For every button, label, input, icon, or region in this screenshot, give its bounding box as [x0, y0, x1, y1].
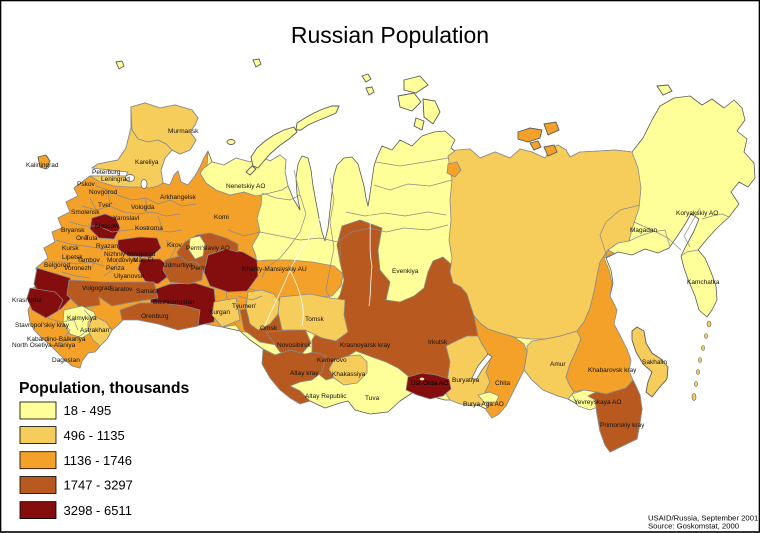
svg-text:Source: Goskomstat, 2000: Source: Goskomstat, 2000: [648, 522, 739, 531]
svg-text:Perm': Perm': [191, 265, 208, 272]
svg-text:Omsk: Omsk: [260, 325, 278, 332]
svg-text:Amur: Amur: [550, 361, 566, 368]
svg-text:Yaroslavl: Yaroslavl: [113, 215, 140, 222]
svg-text:Tomsk: Tomsk: [305, 316, 325, 323]
svg-text:Bryansk: Bryansk: [61, 227, 85, 234]
svg-text:Tambov: Tambov: [77, 257, 101, 264]
svg-text:Moscow: Moscow: [95, 223, 119, 230]
svg-text:Kemerovo: Kemerovo: [317, 357, 347, 364]
svg-text:Vologda: Vologda: [131, 204, 155, 211]
svg-text:Murmansk: Murmansk: [168, 128, 199, 135]
svg-text:Krasnodar: Krasnodar: [12, 297, 43, 304]
svg-text:Komi: Komi: [214, 214, 229, 221]
svg-text:Kaliningrad: Kaliningrad: [26, 162, 59, 169]
svg-text:Kareliya: Kareliya: [135, 159, 159, 166]
svg-text:Mari El: Mari El: [133, 257, 154, 264]
svg-text:Tver': Tver': [98, 202, 112, 209]
svg-text:Kirov: Kirov: [167, 242, 183, 249]
svg-text:Kabardino-Balkariya: Kabardino-Balkariya: [27, 336, 86, 343]
svg-text:Irkutsk: Irkutsk: [428, 339, 448, 346]
svg-text:Saratov: Saratov: [110, 286, 133, 293]
svg-text:Chita: Chita: [495, 380, 511, 387]
svg-text:Population, thousands: Population, thousands: [19, 380, 189, 397]
svg-text:Leningrad: Leningrad: [101, 176, 130, 183]
svg-text:Primorskiy kray: Primorskiy kray: [600, 422, 645, 429]
svg-text:Astrakhan': Astrakhan': [80, 327, 111, 334]
svg-text:Sakhalin: Sakhalin: [642, 359, 667, 366]
svg-text:Kostroma: Kostroma: [135, 225, 163, 232]
svg-text:Pskov: Pskov: [77, 181, 95, 188]
svg-text:Udmurtiya: Udmurtiya: [163, 262, 193, 269]
svg-text:Novgorod: Novgorod: [89, 189, 118, 196]
svg-text:USAID/Russia, September 2001: USAID/Russia, September 2001: [648, 514, 758, 523]
svg-text:Nizhniy Novgorod: Nizhniy Novgorod: [104, 251, 156, 258]
svg-text:Smolensk: Smolensk: [71, 209, 100, 216]
svg-text:1747 - 3297: 1747 - 3297: [64, 478, 133, 493]
svg-text:Kalmykiya: Kalmykiya: [67, 315, 97, 322]
svg-text:Belgorod: Belgorod: [44, 262, 70, 269]
svg-text:Orenburg: Orenburg: [141, 313, 169, 320]
svg-text:Samara: Samara: [136, 288, 159, 295]
svg-text:Ulyanovsk: Ulyanovsk: [114, 273, 145, 280]
svg-text:Ryazan': Ryazan': [96, 243, 119, 250]
svg-text:Krasnoyarsk kray: Krasnoyarsk kray: [340, 342, 391, 349]
svg-text:18 - 495: 18 - 495: [64, 403, 112, 418]
svg-text:Russian Population: Russian Population: [291, 22, 489, 48]
svg-text:496 - 1135: 496 - 1135: [64, 428, 125, 443]
svg-text:Magadan: Magadan: [630, 227, 657, 234]
svg-text:Voronezh: Voronezh: [64, 265, 92, 272]
svg-text:Novosibirsk: Novosibirsk: [277, 342, 311, 349]
svg-text:Penza: Penza: [106, 265, 125, 272]
svg-text:Volgograd: Volgograd: [82, 285, 112, 292]
svg-text:North Osetiya-Alaniya: North Osetiya-Alaniya: [12, 342, 76, 349]
svg-text:Mordoviya: Mordoviya: [107, 257, 137, 264]
svg-text:Ust-Orda AO: Ust-Orda AO: [411, 380, 448, 387]
svg-text:Nenetskiy AO: Nenetskiy AO: [226, 183, 265, 190]
svg-text:Tuva: Tuva: [365, 395, 380, 402]
svg-text:Yevreyskaya AO: Yevreyskaya AO: [574, 399, 621, 406]
svg-text:Burya Aga AO: Burya Aga AO: [463, 401, 504, 408]
svg-text:Buryatiya: Buryatiya: [452, 377, 479, 384]
svg-text:Orel: Orel: [76, 235, 89, 242]
svg-text:Altay kray: Altay kray: [290, 370, 319, 377]
svg-text:1136 - 1746: 1136 - 1746: [64, 453, 132, 468]
svg-text:Kurgan: Kurgan: [209, 309, 230, 316]
svg-text:Dagestan: Dagestan: [52, 357, 80, 364]
svg-text:Lipetsk: Lipetsk: [62, 254, 83, 261]
svg-text:Evenkiya: Evenkiya: [392, 268, 419, 275]
svg-text:Altay Republic: Altay Republic: [305, 393, 347, 400]
svg-text:Tula: Tula: [85, 235, 98, 242]
svg-text:Khakassiya: Khakassiya: [332, 371, 366, 378]
svg-text:Khabarovsk kray: Khabarovsk kray: [588, 367, 637, 374]
svg-text:Kursk: Kursk: [62, 245, 79, 252]
svg-text:Peterburg: Peterburg: [92, 169, 121, 176]
svg-text:Koryakskiy AO: Koryakskiy AO: [676, 210, 718, 217]
svg-text:Arkhangelsk: Arkhangelsk: [160, 194, 197, 201]
svg-text:Khanty-Mansiyskiy AU: Khanty-Mansiyskiy AU: [242, 266, 307, 273]
svg-text:3298 - 6511: 3298 - 6511: [64, 503, 132, 518]
svg-text:Kamchatka: Kamchatka: [687, 279, 720, 286]
svg-text:Stavropol'skiy kray: Stavropol'skiy kray: [15, 322, 70, 329]
svg-text:Perm'slaviy AO: Perm'slaviy AO: [186, 245, 230, 252]
svg-text:Tyumen': Tyumen': [232, 303, 256, 310]
svg-text:Bashkortostan: Bashkortostan: [153, 299, 195, 306]
